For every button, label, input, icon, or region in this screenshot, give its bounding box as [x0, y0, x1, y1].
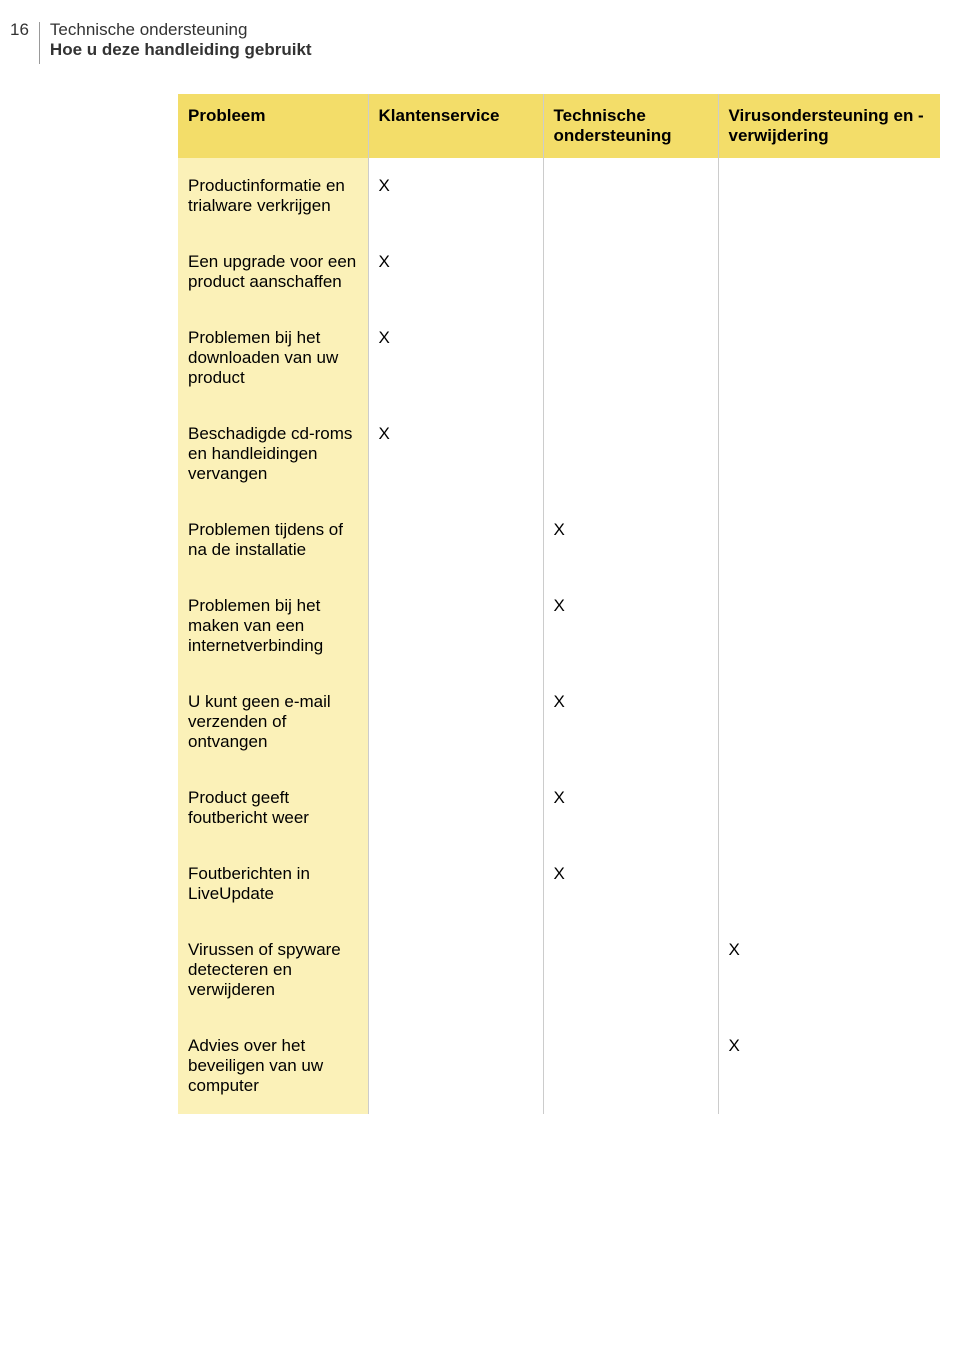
table-header-row: Probleem Klantenservice Technische onder… — [178, 94, 940, 158]
table-row: Foutberichten in LiveUpdate X — [178, 846, 940, 922]
table-row: Product geeft foutbericht weer X — [178, 770, 940, 846]
row-label: Problemen bij het downloaden van uw prod… — [178, 310, 368, 406]
table-row: Advies over het beveiligen van uw comput… — [178, 1018, 940, 1114]
row-label: U kunt geen e-mail verzenden of ontvange… — [178, 674, 368, 770]
table-row: U kunt geen e-mail verzenden of ontvange… — [178, 674, 940, 770]
row-mark-service — [368, 922, 543, 1018]
support-table: Probleem Klantenservice Technische onder… — [178, 94, 940, 1114]
row-mark-service — [368, 578, 543, 674]
row-label: Een upgrade voor een product aanschaffen — [178, 234, 368, 310]
page-header: 16 Technische ondersteuning Hoe u deze h… — [0, 20, 960, 64]
row-mark-service — [368, 770, 543, 846]
row-mark-tech — [543, 1018, 718, 1114]
row-mark-virus — [718, 158, 940, 234]
row-mark-tech — [543, 406, 718, 502]
table-row: Problemen bij het downloaden van uw prod… — [178, 310, 940, 406]
row-mark-virus — [718, 770, 940, 846]
page-number: 16 — [10, 20, 29, 40]
header-text: Technische ondersteuning Hoe u deze hand… — [50, 20, 312, 60]
row-label: Foutberichten in LiveUpdate — [178, 846, 368, 922]
row-label: Productinformatie en trialware verkrijge… — [178, 158, 368, 234]
column-header-virus: Virusondersteuning en -verwijdering — [718, 94, 940, 158]
row-label: Advies over het beveiligen van uw comput… — [178, 1018, 368, 1114]
section-subtitle: Hoe u deze handleiding gebruikt — [50, 40, 312, 60]
row-mark-service: X — [368, 310, 543, 406]
row-label: Product geeft foutbericht weer — [178, 770, 368, 846]
row-mark-tech: X — [543, 578, 718, 674]
table-row: Een upgrade voor een product aanschaffen… — [178, 234, 940, 310]
row-mark-tech — [543, 922, 718, 1018]
row-mark-tech: X — [543, 502, 718, 578]
row-mark-virus — [718, 846, 940, 922]
row-mark-service: X — [368, 406, 543, 502]
row-label: Problemen tijdens of na de installatie — [178, 502, 368, 578]
row-mark-service: X — [368, 234, 543, 310]
column-header-problem: Probleem — [178, 94, 368, 158]
row-mark-service: X — [368, 158, 543, 234]
row-label: Virussen of spyware detecteren en verwij… — [178, 922, 368, 1018]
row-mark-virus — [718, 502, 940, 578]
header-divider — [39, 22, 40, 64]
row-mark-tech: X — [543, 674, 718, 770]
row-mark-tech: X — [543, 846, 718, 922]
table-row: Problemen tijdens of na de installatie X — [178, 502, 940, 578]
row-mark-tech — [543, 310, 718, 406]
row-mark-virus — [718, 674, 940, 770]
section-title: Technische ondersteuning — [50, 20, 312, 40]
column-header-service: Klantenservice — [368, 94, 543, 158]
row-mark-virus — [718, 234, 940, 310]
row-mark-service — [368, 846, 543, 922]
row-mark-service — [368, 1018, 543, 1114]
row-mark-tech — [543, 158, 718, 234]
table-row: Productinformatie en trialware verkrijge… — [178, 158, 940, 234]
row-mark-virus: X — [718, 1018, 940, 1114]
table-row: Virussen of spyware detecteren en verwij… — [178, 922, 940, 1018]
table-row: Beschadigde cd-roms en handleidingen ver… — [178, 406, 940, 502]
column-header-tech: Technische ondersteuning — [543, 94, 718, 158]
row-mark-service — [368, 502, 543, 578]
row-mark-tech: X — [543, 770, 718, 846]
row-mark-virus: X — [718, 922, 940, 1018]
table-row: Problemen bij het maken van een internet… — [178, 578, 940, 674]
row-mark-service — [368, 674, 543, 770]
row-mark-virus — [718, 578, 940, 674]
row-label: Beschadigde cd-roms en handleidingen ver… — [178, 406, 368, 502]
row-label: Problemen bij het maken van een internet… — [178, 578, 368, 674]
row-mark-virus — [718, 406, 940, 502]
row-mark-virus — [718, 310, 940, 406]
row-mark-tech — [543, 234, 718, 310]
